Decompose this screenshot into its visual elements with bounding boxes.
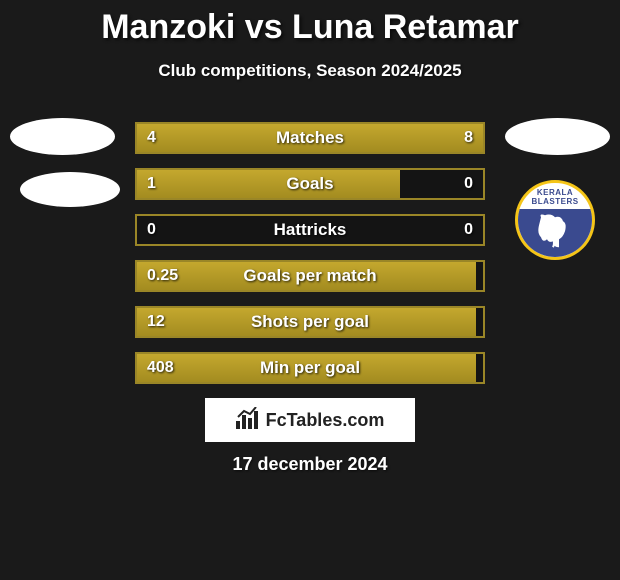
stat-row: 408Min per goal <box>135 352 485 384</box>
stat-bar-left <box>137 354 476 382</box>
stat-value-left: 1 <box>147 175 156 193</box>
elephant-icon <box>533 213 577 249</box>
stat-bar-left <box>137 170 400 198</box>
stat-row: 0 0Hattricks <box>135 214 485 246</box>
footer-logo-text: FcTables.com <box>266 410 385 431</box>
stat-value-left: 0 <box>147 221 156 239</box>
stat-row: 10Goals <box>135 168 485 200</box>
stat-row: 12Shots per goal <box>135 306 485 338</box>
stat-value-right: 8 <box>464 129 473 147</box>
player1-badge-1 <box>10 118 115 155</box>
stat-row: 48Matches <box>135 122 485 154</box>
team-logo-line2: BLASTERS <box>518 197 592 206</box>
stat-bar-left <box>137 308 476 336</box>
player2-badge-1 <box>505 118 610 155</box>
fctables-icon <box>236 407 262 434</box>
stat-bar-left <box>137 262 476 290</box>
page-title: Manzoki vs Luna Retamar <box>0 0 620 47</box>
date-label: 17 december 2024 <box>0 454 620 475</box>
team-logo: KERALA BLASTERS <box>515 180 595 260</box>
stat-value-left: 408 <box>147 359 174 377</box>
team-logo-graphic <box>518 209 592 257</box>
page-subtitle: Club competitions, Season 2024/2025 <box>0 61 620 81</box>
team-logo-line1: KERALA <box>518 183 592 197</box>
player1-badge-2 <box>20 172 120 207</box>
stat-value-left: 0.25 <box>147 267 178 285</box>
stat-label: Hattricks <box>137 220 483 240</box>
stat-value-left: 12 <box>147 313 165 331</box>
footer-logo[interactable]: FcTables.com <box>205 398 415 442</box>
stat-value-left: 4 <box>147 129 156 147</box>
stats-bars: 48Matches10Goals00Hattricks0.25Goals per… <box>135 122 485 398</box>
stat-value-right: 0 <box>464 175 473 193</box>
stat-bar-right <box>251 124 483 152</box>
stat-row: 0.25Goals per match <box>135 260 485 292</box>
stat-value-right: 0 <box>464 221 473 239</box>
